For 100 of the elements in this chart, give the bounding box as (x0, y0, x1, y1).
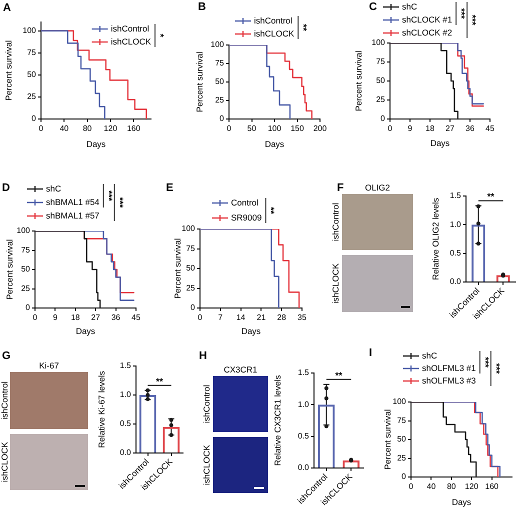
y-tick-label: 25 (215, 96, 225, 105)
text: D (2, 182, 10, 194)
y-tick-label: 1.5 (450, 191, 462, 200)
legend-label: ishControl (110, 23, 150, 34)
x-tick-label: 36 (111, 313, 121, 322)
text: * (156, 34, 166, 38)
x-tick-label: 160 (126, 124, 141, 134)
legend-label: shBMAL1 #57 (46, 210, 100, 220)
text: H (199, 350, 207, 362)
text: B (198, 1, 206, 14)
y-tick-label: 25 (21, 284, 31, 293)
text: I (369, 347, 372, 360)
x-tick-label: 50 (247, 124, 257, 134)
text: ** (266, 206, 276, 214)
y-tick-label: 1.5 (298, 368, 310, 378)
text: E (166, 182, 174, 194)
y-tick-label: 100 (210, 40, 225, 50)
text: *** (104, 190, 114, 202)
legend-label: shC (46, 183, 62, 194)
y-tick-label: 50 (21, 264, 31, 274)
y-tick-label: 0 (220, 114, 225, 124)
x-tick-label: 200 (313, 124, 328, 134)
x-axis-title: Days (430, 138, 450, 148)
y-tick-label: 1.5 (120, 361, 132, 370)
y-tick-label: 100 (372, 38, 386, 48)
x-tick-label: 120 (104, 124, 118, 134)
y-tick-label: 100 (22, 26, 37, 36)
x-tick-label: 0 (226, 124, 232, 134)
legend-label: ishControl (254, 15, 292, 26)
x-tick-label: 0 (408, 482, 414, 492)
x-axis-title: Days (264, 139, 284, 150)
y-tick-label: 50 (376, 76, 386, 86)
x-tick-label: 80 (82, 124, 92, 134)
annotation: ** (335, 370, 343, 380)
x-tick-label: 9 (408, 124, 413, 134)
x-tick-label: 27 (91, 313, 101, 322)
y-axis-title: Percent survival (172, 238, 182, 299)
x-tick-label: 28 (277, 313, 287, 322)
legend-label: shC (402, 1, 418, 12)
text: F (337, 182, 344, 194)
y-tick-label: 25 (397, 453, 407, 462)
x-tick-label: 45 (132, 313, 141, 322)
text: OLIG2 (364, 182, 390, 192)
y-tick-label: 0.0 (298, 463, 310, 472)
x-tick-label: 21 (256, 313, 266, 322)
y-axis-title: Percent survival (194, 52, 204, 112)
y-axis-title: Relative Ki-67 levels (96, 370, 106, 448)
text: *** (491, 363, 502, 374)
x-tick-label: 36 (466, 124, 475, 134)
x-tick-label: 7 (218, 313, 224, 322)
x-tick-label: 0 (38, 124, 44, 134)
x-tick-label: 18 (426, 124, 435, 134)
y-axis-title: Percent survival (4, 239, 14, 300)
annotation: ** (487, 192, 495, 202)
y-axis-title: Relative OLIG2 levels (430, 198, 440, 280)
y-tick-label: 50 (397, 434, 407, 444)
y-tick-label: 0.0 (450, 277, 462, 286)
x-tick-label: 40 (426, 482, 436, 492)
y-tick-label: 75 (186, 244, 196, 253)
y-tick-label: 0.0 (120, 448, 132, 458)
x-axis-title: Days (452, 497, 472, 508)
x-axis-title: Days (241, 326, 261, 336)
legend-label: SR9009 (231, 212, 262, 222)
text: ishControl (201, 384, 212, 424)
legend-label: shCLOCK #2 (402, 27, 452, 38)
x-axis-title: Days (86, 139, 106, 150)
y-tick-label: 50 (186, 264, 196, 273)
x-tick-label: 14 (236, 313, 246, 322)
y-tick-label: 50 (215, 77, 225, 86)
legend-label: shOLFML3 #3 (422, 375, 476, 386)
legend-label: shOLFML3 #1 (422, 362, 476, 373)
x-tick-label: 150 (290, 124, 304, 134)
y-tick-label: 1.0 (120, 390, 132, 400)
y-axis-title: Relative CX3CR1 levels (272, 375, 282, 466)
x-tick-label: 100 (268, 124, 282, 134)
y-tick-label: 75 (21, 245, 31, 254)
y-axis-title: Percent survival (353, 50, 364, 112)
text: *** (114, 197, 125, 208)
text: C (369, 1, 377, 14)
y-tick-label: 0.5 (298, 432, 310, 441)
y-tick-label: 100 (16, 226, 31, 236)
legend-label: Control (231, 197, 259, 208)
text: Ki-67 (39, 360, 60, 370)
y-tick-label: 75 (376, 57, 386, 66)
x-tick-label: 45 (486, 124, 495, 134)
x-tick-label: 35 (298, 313, 307, 322)
annotation: ** (156, 376, 164, 386)
y-tick-label: 1.0 (450, 220, 462, 229)
y-tick-label: 25 (376, 95, 386, 104)
legend-label: shBMAL1 #54 (46, 196, 100, 207)
y-tick-label: 25 (186, 283, 196, 292)
x-tick-label: 120 (464, 482, 479, 492)
x-tick-label: 9 (52, 313, 58, 322)
x-tick-label: 0 (388, 124, 393, 134)
y-tick-label: 0 (32, 114, 37, 124)
x-tick-label: 160 (485, 482, 500, 492)
y-axis-title: Percent survival (382, 409, 392, 470)
text: ishControl (0, 381, 10, 420)
y-tick-label: 0 (380, 114, 386, 124)
text: *** (480, 356, 490, 368)
